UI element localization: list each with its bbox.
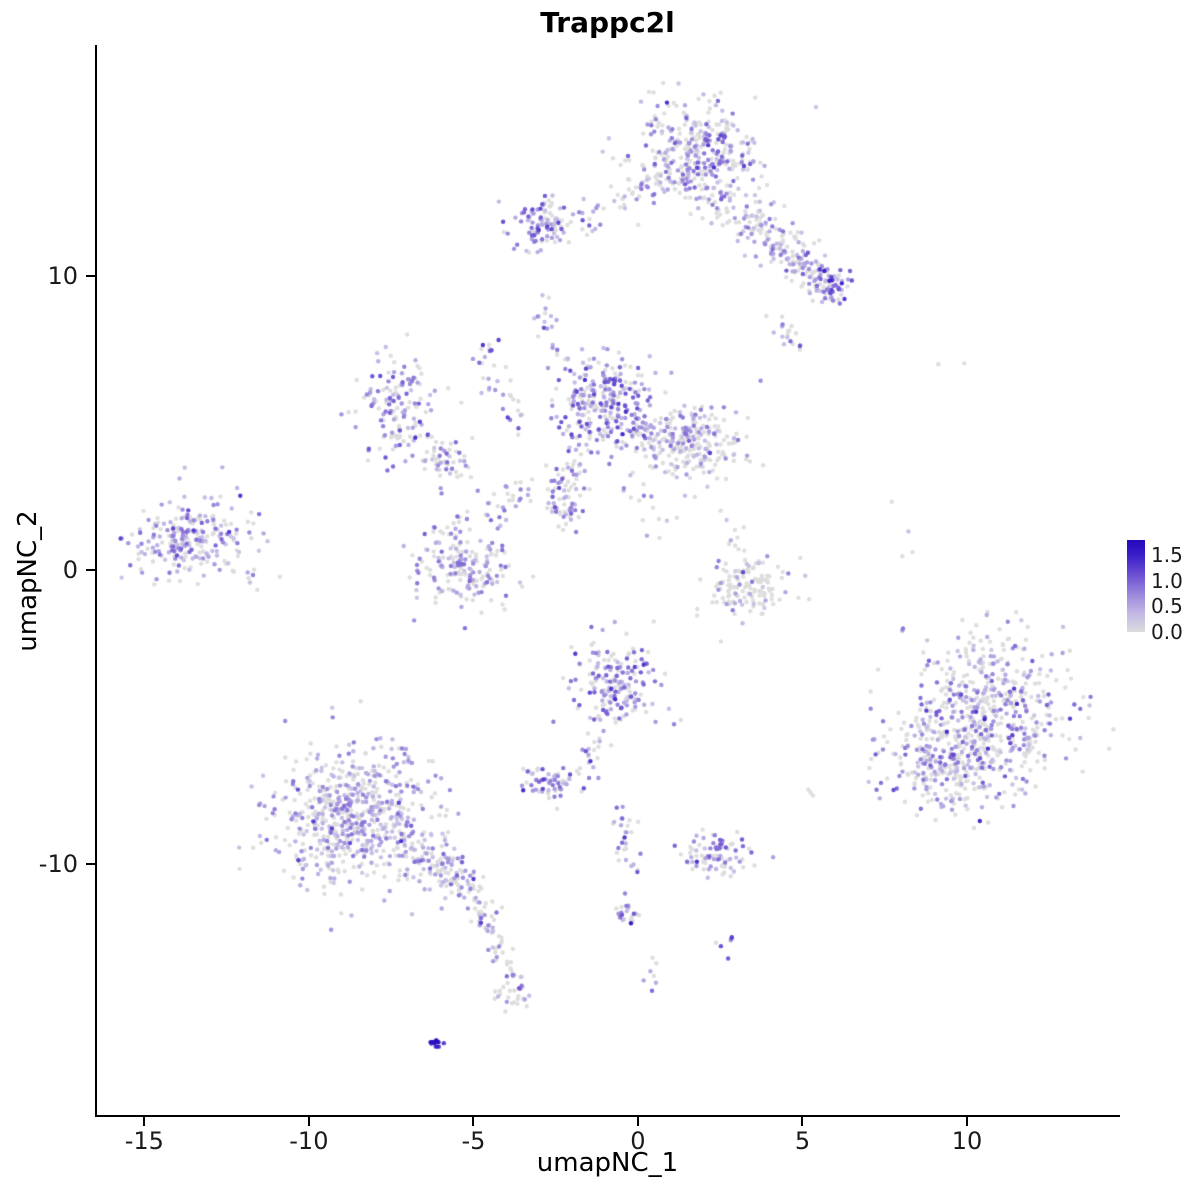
y-axis-label: umapNC_2 [13, 510, 43, 652]
y-tick-label: 10 [47, 262, 78, 291]
y-tick-mark [86, 863, 95, 866]
x-tick-mark [307, 1117, 310, 1126]
y-tick-label: -10 [38, 850, 78, 879]
x-tick-label: -5 [461, 1127, 486, 1155]
x-tick-label: -10 [289, 1127, 329, 1155]
x-tick-label: -15 [124, 1127, 164, 1155]
y-tick-label: 0 [62, 556, 78, 585]
x-tick-mark [965, 1117, 968, 1126]
x-tick-label: 5 [794, 1127, 811, 1155]
x-axis-label: umapNC_1 [536, 1148, 679, 1178]
x-tick-mark [472, 1117, 475, 1126]
y-tick-mark [86, 569, 95, 572]
legend-colorbar [1127, 540, 1145, 632]
legend-tick-label: 1.0 [1151, 568, 1183, 593]
chart-title: Trappc2l [540, 6, 675, 39]
x-tick-mark [143, 1117, 146, 1126]
legend-tick-label: 1.5 [1151, 543, 1183, 568]
x-tick-mark [801, 1117, 804, 1126]
x-tick-label: 10 [951, 1127, 983, 1155]
legend-tick-label: 0.0 [1151, 620, 1183, 644]
legend-tick-label: 0.5 [1151, 594, 1183, 619]
x-tick-label: 0 [630, 1127, 646, 1155]
plot-panel-border [95, 45, 1120, 1117]
legend: 1.5 1.0 0.5 0.0 [1124, 540, 1200, 644]
x-tick-mark [636, 1117, 639, 1126]
y-tick-mark [86, 275, 95, 278]
